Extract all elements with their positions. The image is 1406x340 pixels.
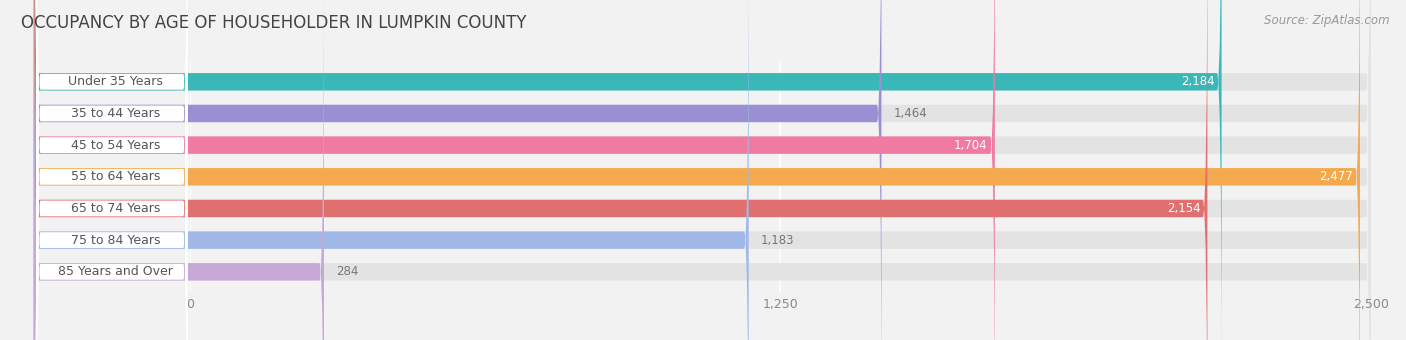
Text: 1,704: 1,704 xyxy=(955,139,988,152)
FancyBboxPatch shape xyxy=(34,0,1371,340)
Text: 85 Years and Over: 85 Years and Over xyxy=(58,265,173,278)
FancyBboxPatch shape xyxy=(37,0,187,340)
Text: 55 to 64 Years: 55 to 64 Years xyxy=(70,170,160,183)
Text: 75 to 84 Years: 75 to 84 Years xyxy=(70,234,160,246)
Text: 1,183: 1,183 xyxy=(761,234,794,246)
FancyBboxPatch shape xyxy=(37,0,187,340)
Text: 1,464: 1,464 xyxy=(893,107,927,120)
FancyBboxPatch shape xyxy=(37,0,187,340)
Text: 65 to 74 Years: 65 to 74 Years xyxy=(70,202,160,215)
FancyBboxPatch shape xyxy=(34,0,1371,340)
FancyBboxPatch shape xyxy=(34,0,748,340)
FancyBboxPatch shape xyxy=(34,0,1371,340)
FancyBboxPatch shape xyxy=(34,0,1371,340)
Text: 45 to 54 Years: 45 to 54 Years xyxy=(70,139,160,152)
FancyBboxPatch shape xyxy=(37,0,187,340)
Text: 2,477: 2,477 xyxy=(1319,170,1353,183)
FancyBboxPatch shape xyxy=(34,0,1371,340)
Text: OCCUPANCY BY AGE OF HOUSEHOLDER IN LUMPKIN COUNTY: OCCUPANCY BY AGE OF HOUSEHOLDER IN LUMPK… xyxy=(21,14,527,32)
FancyBboxPatch shape xyxy=(37,0,187,340)
FancyBboxPatch shape xyxy=(37,0,187,340)
FancyBboxPatch shape xyxy=(34,0,1371,340)
Text: Under 35 Years: Under 35 Years xyxy=(69,75,163,88)
FancyBboxPatch shape xyxy=(34,0,323,340)
FancyBboxPatch shape xyxy=(34,0,882,340)
FancyBboxPatch shape xyxy=(34,0,1360,340)
FancyBboxPatch shape xyxy=(34,0,1222,340)
Text: 2,184: 2,184 xyxy=(1181,75,1215,88)
FancyBboxPatch shape xyxy=(34,0,995,340)
FancyBboxPatch shape xyxy=(34,0,1371,340)
FancyBboxPatch shape xyxy=(37,0,187,340)
Text: 35 to 44 Years: 35 to 44 Years xyxy=(72,107,160,120)
Text: Source: ZipAtlas.com: Source: ZipAtlas.com xyxy=(1264,14,1389,27)
FancyBboxPatch shape xyxy=(34,0,1208,340)
Text: 2,154: 2,154 xyxy=(1167,202,1201,215)
Text: 284: 284 xyxy=(336,265,359,278)
